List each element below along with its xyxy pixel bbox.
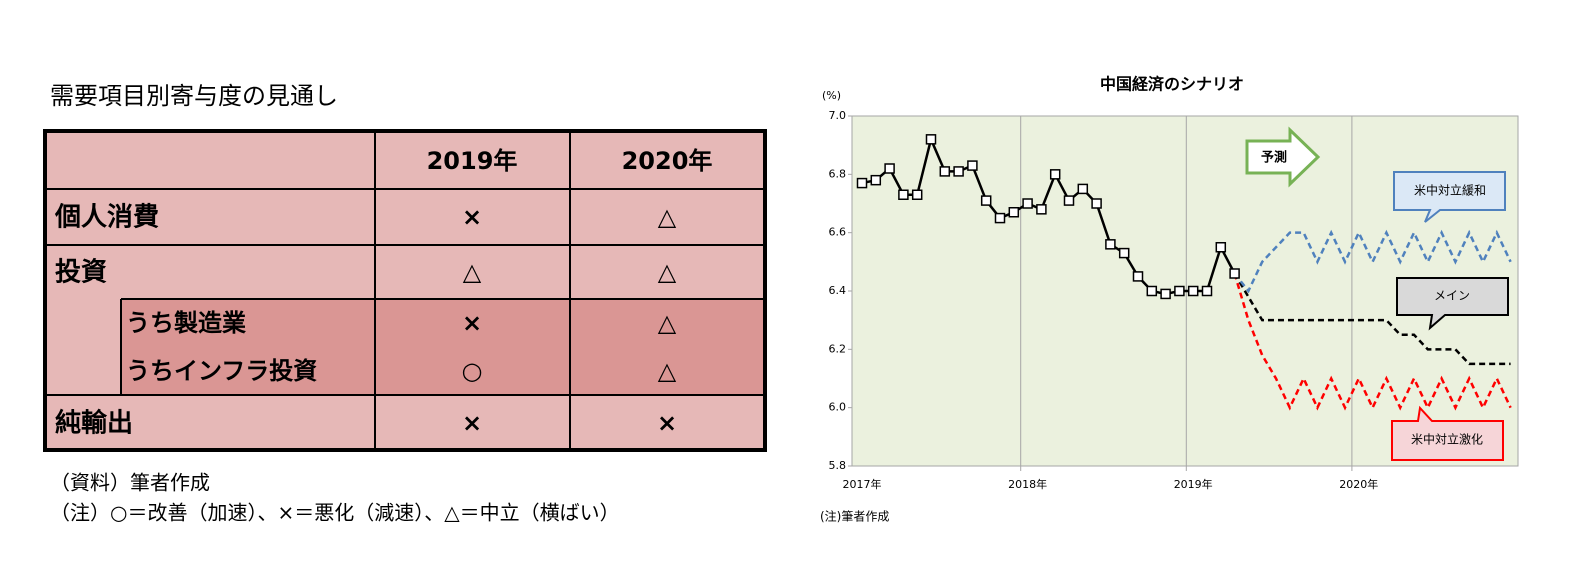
point-marker <box>1091 198 1102 209</box>
cell: △ <box>658 357 677 385</box>
y-tick-label: 6.0 <box>829 401 847 414</box>
point-marker <box>994 212 1006 224</box>
column-header: 2020年 <box>622 147 713 175</box>
point-marker <box>967 160 978 171</box>
point-marker <box>870 174 882 186</box>
cell: × <box>462 409 482 437</box>
point-marker <box>1008 207 1020 218</box>
series-label: メイン <box>1434 289 1470 303</box>
row-label: 投資 <box>55 258 107 288</box>
point-marker <box>1105 239 1116 250</box>
row-label: 個人消費 <box>54 203 159 233</box>
cell: △ <box>658 309 677 337</box>
point-marker <box>884 163 895 174</box>
scenario-line <box>1233 273 1512 411</box>
note: （注）○＝改善（加速）、×＝悪化（減速）、△＝中立（横ばい） <box>50 501 620 525</box>
point-marker <box>856 177 868 189</box>
cell: △ <box>463 258 482 286</box>
point-marker <box>925 134 937 145</box>
point-marker <box>939 166 951 177</box>
point-marker <box>1022 198 1033 209</box>
table-bg <box>45 131 765 450</box>
x-tick-label: 2017年 <box>843 477 882 491</box>
point-marker <box>1215 242 1227 253</box>
row-label: 純輸出 <box>55 408 133 439</box>
point-marker <box>898 189 909 200</box>
point-marker <box>911 189 923 200</box>
y-unit: (%) <box>822 89 841 102</box>
point-marker <box>1174 285 1185 297</box>
cell: × <box>657 409 677 437</box>
cell: △ <box>658 258 677 286</box>
chart-title: 中国経済のシナリオ <box>1100 75 1244 94</box>
table-title: 需要項目別寄与度の見通し <box>50 82 338 110</box>
callout-box <box>1396 277 1509 331</box>
x-tick-label: 2020年 <box>1339 477 1378 491</box>
actual-line <box>861 135 1236 296</box>
annotation: 予測 <box>1261 150 1287 166</box>
y-tick-label: 7.0 <box>829 109 847 122</box>
table-border <box>43 129 767 452</box>
point-marker <box>1036 204 1047 215</box>
y-tick-label: 6.2 <box>829 342 847 355</box>
point-marker <box>1146 285 1158 297</box>
scenario-line <box>1233 272 1511 366</box>
callout-box <box>1391 405 1504 461</box>
point-marker <box>1077 183 1089 195</box>
point-marker <box>980 195 992 206</box>
y-tick-label: 6.8 <box>829 167 847 180</box>
x-tick-label: 2019年 <box>1174 477 1213 491</box>
y-tick-label: 6.6 <box>829 226 847 239</box>
y-tick-label: 5.8 <box>829 459 847 472</box>
row-label: うちインフラ投資 <box>126 357 317 385</box>
point-marker <box>1229 268 1240 279</box>
note: （資料）筆者作成 <box>50 471 210 495</box>
cell: △ <box>658 203 677 231</box>
point-marker <box>1132 271 1144 282</box>
x-tick-label: 2018年 <box>1008 477 1047 491</box>
cell: ○ <box>462 357 483 385</box>
point-marker <box>1049 169 1061 180</box>
forecast-arrow <box>1245 126 1321 188</box>
scenario-line <box>1233 229 1512 294</box>
chart-note: (注)筆者作成 <box>820 509 889 524</box>
series-label: 米中対立激化 <box>1411 432 1483 447</box>
point-marker <box>1160 288 1171 300</box>
series-label: 米中対立緩和 <box>1414 183 1486 198</box>
point-marker <box>1118 247 1130 259</box>
table-lines <box>45 131 765 450</box>
point-marker <box>1201 285 1213 297</box>
cell: × <box>462 309 482 337</box>
point-marker <box>953 166 964 177</box>
column-header: 2019年 <box>427 147 518 175</box>
cell: × <box>462 203 482 231</box>
callout-box <box>1393 171 1506 223</box>
y-tick-label: 6.4 <box>829 284 847 297</box>
point-marker <box>1063 195 1075 206</box>
sub-rows-bg <box>121 299 765 395</box>
row-label: うち製造業 <box>126 309 246 337</box>
point-marker <box>1187 285 1199 297</box>
